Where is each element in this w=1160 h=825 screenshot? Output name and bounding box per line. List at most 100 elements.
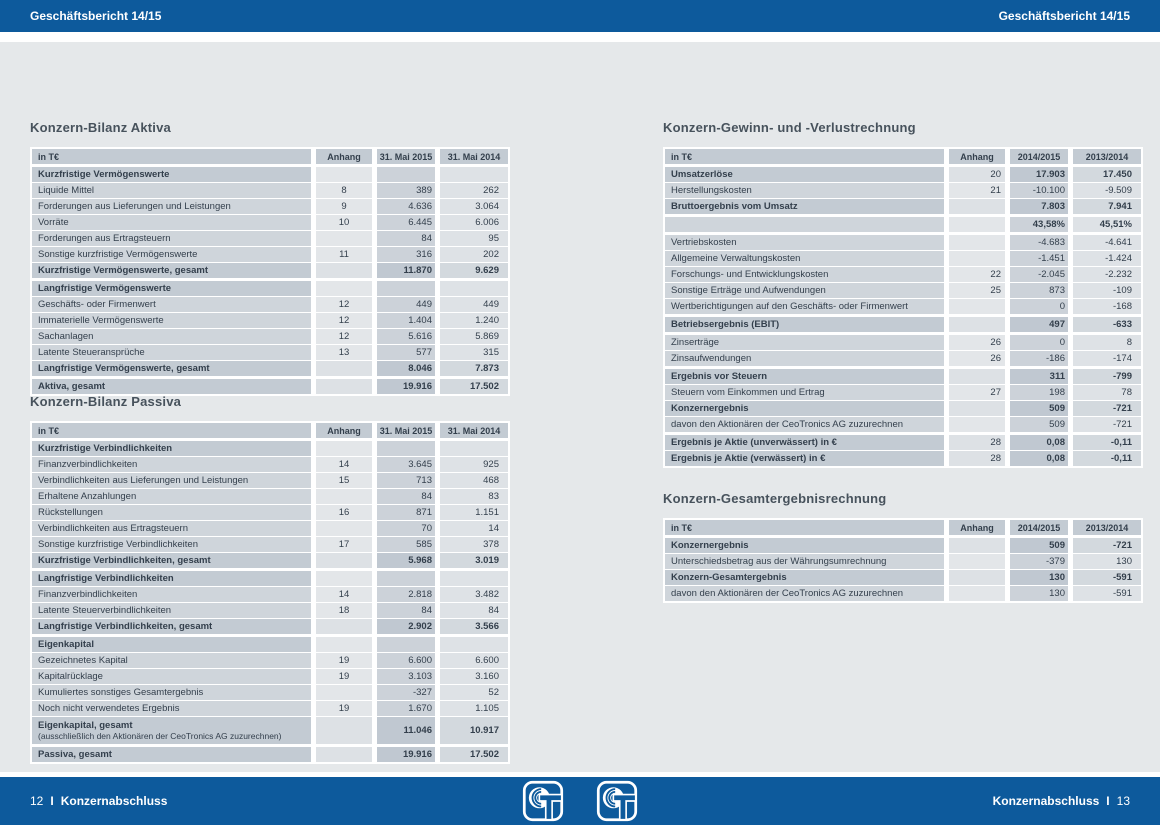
cell-value-current: 449 (377, 297, 435, 312)
table-row: Kurzfristige Vermögenswerte (32, 167, 508, 182)
row-label: Kapitalrücklage (38, 671, 103, 682)
row-label: Steuern vom Einkommen und Ertrag (671, 387, 825, 398)
cell-anhang: 18 (316, 603, 372, 618)
table-row: Gezeichnetes Kapital 19 6.600 6.600 (32, 653, 508, 668)
cell-anhang (316, 231, 372, 246)
cell-label: Geschäfts- oder Firmenwert (32, 297, 311, 312)
column-header: Anhang (949, 149, 1005, 164)
cell-label: Langfristige Vermögenswerte (32, 281, 311, 296)
row-label: Gezeichnetes Kapital (38, 655, 128, 666)
row-label: davon den Aktionären der CeoTronics AG z… (671, 419, 904, 430)
table-row: Sachanlagen 12 5.616 5.869 (32, 329, 508, 344)
column-header: 2013/2014 (1073, 149, 1141, 164)
row-label: Sonstige kurzfristige Vermögenswerte (38, 249, 198, 260)
row-label: Aktiva, gesamt (38, 381, 106, 392)
column-header: in T€ (665, 520, 944, 535)
cell-label: Latente Steuerverbindlichkeiten (32, 603, 311, 618)
cell-value-prior: 52 (440, 685, 508, 700)
cell-label: Sonstige kurzfristige Vermögenswerte (32, 247, 311, 262)
table-row: Aktiva, gesamt 19.916 17.502 (32, 379, 508, 394)
table-row: Forderungen aus Ertragsteuern 84 95 (32, 231, 508, 246)
row-label: Umsatzerlöse (671, 169, 733, 180)
cell-anhang: 16 (316, 505, 372, 520)
table-block: Ergebnis vor Steuern 311 -799 Steuern vom E… (665, 369, 1141, 432)
table-row: Kurzfristige Vermögenswerte, gesamt 11.87… (32, 263, 508, 278)
cell-value-current: -186 (1010, 351, 1068, 366)
cell-anhang: 28 (949, 451, 1005, 466)
cell-anhang: 12 (316, 297, 372, 312)
table-row: Vertriebskosten -4.683 -4.641 (665, 235, 1141, 250)
column-header: in T€ (665, 149, 944, 164)
table-row: Forschungs- und Entwicklungskosten 22 -2.0… (665, 267, 1141, 282)
cell-value-prior: -2.232 (1073, 267, 1141, 282)
row-label: Latente Steueransprüche (38, 347, 145, 358)
cell-value-prior: -721 (1073, 538, 1141, 553)
cell-anhang (949, 417, 1005, 432)
cell-anhang (949, 299, 1005, 314)
cell-value-current: 873 (1010, 283, 1068, 298)
cell-value-current: 7.803 (1010, 199, 1068, 214)
row-label: Eigenkapital, gesamt (38, 720, 133, 731)
table-row: Langfristige Verbindlichkeiten, gesamt 2.… (32, 619, 508, 634)
table-block: Passiva, gesamt 19.916 17.502 (32, 747, 508, 762)
table-block: Eigenkapital Gezeichnetes Kapital 19 6.600 6… (32, 637, 508, 744)
cell-anhang: 14 (316, 457, 372, 472)
cell-label (665, 217, 944, 232)
row-label: Kurzfristige Vermögenswerte, gesamt (38, 265, 208, 276)
cell-anhang: 19 (316, 653, 372, 668)
cell-value-current (377, 441, 435, 456)
cell-label: Wertberichtigungen auf den Geschäfts- od… (665, 299, 944, 314)
report-pages: Konzern-Bilanz Aktiva in T€ Anhang 31. Mai … (0, 42, 1160, 772)
cell-label: Konzernergebnis (665, 401, 944, 416)
cell-anhang (316, 717, 372, 744)
cell-label: davon den Aktionären der CeoTronics AG z… (665, 586, 944, 601)
row-label: Vorräte (38, 217, 69, 228)
cell-value-current: 84 (377, 489, 435, 504)
cell-value-prior: 78 (1073, 385, 1141, 400)
cell-value-prior: -1.424 (1073, 251, 1141, 266)
table-row: Langfristige Vermögenswerte (32, 281, 508, 296)
cell-value-prior: -168 (1073, 299, 1141, 314)
table-row: Konzernergebnis 509 -721 (665, 401, 1141, 416)
cell-value-current: -379 (1010, 554, 1068, 569)
page-number-right: 13 (1116, 794, 1130, 808)
table-row: Noch nicht verwendetes Ergebnis 19 1.670 1.… (32, 701, 508, 716)
cell-value-prior: 95 (440, 231, 508, 246)
column-header: 31. Mai 2014 (440, 423, 508, 438)
cell-label: Kumuliertes sonstiges Gesamtergebnis (32, 685, 311, 700)
cell-value-prior: 17.450 (1073, 167, 1141, 182)
page-number-left: 12 (30, 794, 44, 808)
table-block: Zinserträge 26 0 8 Zinsaufwendungen 26 -186 -17… (665, 335, 1141, 366)
table-row: Vorräte 10 6.445 6.006 (32, 215, 508, 230)
table-row: Sonstige Erträge und Aufwendungen 25 873 -1… (665, 283, 1141, 298)
table-title: Konzern-Bilanz Aktiva (30, 120, 171, 135)
table-block: Kurzfristige Verbindlichkeiten Finanzverb… (32, 441, 508, 568)
cell-anhang (316, 441, 372, 456)
cell-label: Eigenkapital (32, 637, 311, 652)
table-row: Langfristige Vermögenswerte, gesamt 8.046… (32, 361, 508, 376)
cell-value-current: -2.045 (1010, 267, 1068, 282)
cell-value-prior: -799 (1073, 369, 1141, 384)
table-row: Verbindlichkeiten aus Ertragsteuern 70 14 (32, 521, 508, 536)
table-row: Allgemeine Verwaltungskosten -1.451 -1.424 (665, 251, 1141, 266)
row-label: Verbindlichkeiten aus Ertragsteuern (38, 523, 188, 534)
footer-section-label-left: Konzernabschluss (60, 794, 168, 808)
cell-label: Unterschiedsbetrag aus der Währungsumrec… (665, 554, 944, 569)
cell-anhang: 27 (949, 385, 1005, 400)
data-table: in T€ Anhang 2014/2015 2013/2014 Umsatzerlös… (663, 147, 1143, 468)
cell-value-current (377, 637, 435, 652)
cell-value-prior: -174 (1073, 351, 1141, 366)
cell-value-current: 3.103 (377, 669, 435, 684)
row-label: Langfristige Vermögenswerte, gesamt (38, 363, 210, 374)
cell-value-prior: 45,51% (1073, 217, 1141, 232)
table-row: Verbindlichkeiten aus Lieferungen und Le… (32, 473, 508, 488)
cell-label: Ergebnis je Aktie (verwässert) in € (665, 451, 944, 466)
table-block: Langfristige Verbindlichkeiten Finanzverb… (32, 571, 508, 634)
table-row: Rückstellungen 16 871 1.151 (32, 505, 508, 520)
cell-anhang (316, 263, 372, 278)
cell-value-current: 2.902 (377, 619, 435, 634)
cell-label: Langfristige Verbindlichkeiten (32, 571, 311, 586)
cell-anhang: 12 (316, 329, 372, 344)
cell-anhang (949, 317, 1005, 332)
cell-anhang (316, 521, 372, 536)
